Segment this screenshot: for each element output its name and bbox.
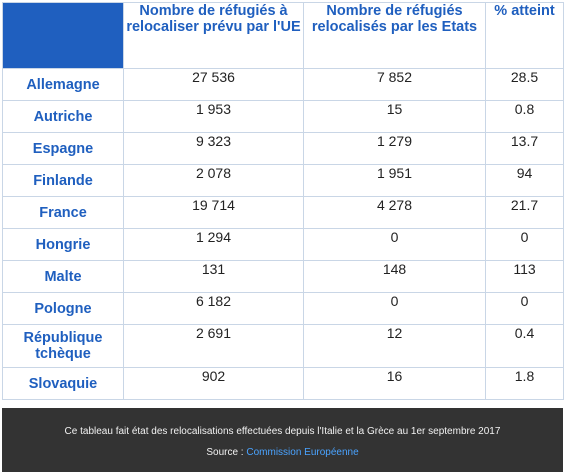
table-row: Slovaquie 902 16 1.8 [2,367,564,400]
table-row: Hongrie 1 294 0 0 [2,228,564,261]
source-label: Source : [206,447,244,458]
relocated-cell: 4 278 [303,196,486,229]
caption-text: Ce tableau fait état des relocalisations… [64,426,501,437]
table-row: Allemagne 27 536 7 852 28.5 [2,68,564,101]
country-cell: France [2,196,124,229]
percent-cell: 113 [485,260,564,293]
planned-cell: 1 953 [123,100,304,133]
table-row: Malte 131 148 113 [2,260,564,293]
percent-cell: 94 [485,164,564,197]
planned-cell: 2 078 [123,164,304,197]
planned-cell: 1 294 [123,228,304,261]
percent-cell: 21.7 [485,196,564,229]
country-cell: Autriche [2,100,124,133]
percent-cell: 0.4 [485,324,564,368]
relocated-cell: 15 [303,100,486,133]
table-header-row: Nombre de réfugiés à relocaliser prévu p… [2,2,564,69]
table-row: République tchèque 2 691 12 0.4 [2,324,564,368]
header-percent: % atteint [485,2,564,69]
percent-cell: 1.8 [485,367,564,400]
header-corner-cell [2,2,124,69]
relocated-cell: 1 951 [303,164,486,197]
planned-cell: 902 [123,367,304,400]
planned-cell: 27 536 [123,68,304,101]
refugee-relocation-table: Nombre de réfugiés à relocaliser prévu p… [2,2,564,400]
relocated-cell: 12 [303,324,486,368]
table-row: France 19 714 4 278 21.7 [2,196,564,229]
caption-source: Source : Commission Européenne [2,447,563,458]
percent-cell: 0.8 [485,100,564,133]
relocated-cell: 148 [303,260,486,293]
planned-cell: 6 182 [123,292,304,325]
country-cell: Espagne [2,132,124,165]
table-row: Finlande 2 078 1 951 94 [2,164,564,197]
percent-cell: 0 [485,292,564,325]
percent-cell: 0 [485,228,564,261]
planned-cell: 19 714 [123,196,304,229]
country-cell: Allemagne [2,68,124,101]
relocated-cell: 1 279 [303,132,486,165]
header-relocated: Nombre de réfugiés relocalisés par les E… [303,2,486,69]
planned-cell: 9 323 [123,132,304,165]
relocated-cell: 0 [303,292,486,325]
table-row: Espagne 9 323 1 279 13.7 [2,132,564,165]
percent-cell: 13.7 [485,132,564,165]
relocated-cell: 16 [303,367,486,400]
country-cell: République tchèque [2,324,124,368]
relocated-cell: 7 852 [303,68,486,101]
caption-bar: Ce tableau fait état des relocalisations… [2,408,563,472]
planned-cell: 131 [123,260,304,293]
planned-cell: 2 691 [123,324,304,368]
relocated-cell: 0 [303,228,486,261]
table-row: Pologne 6 182 0 0 [2,292,564,325]
country-cell: Slovaquie [2,367,124,400]
country-cell: Malte [2,260,124,293]
country-cell: Finlande [2,164,124,197]
header-planned: Nombre de réfugiés à relocaliser prévu p… [123,2,304,69]
country-cell: Pologne [2,292,124,325]
percent-cell: 28.5 [485,68,564,101]
source-link[interactable]: Commission Européenne [246,447,359,458]
table-row: Autriche 1 953 15 0.8 [2,100,564,133]
country-cell: Hongrie [2,228,124,261]
